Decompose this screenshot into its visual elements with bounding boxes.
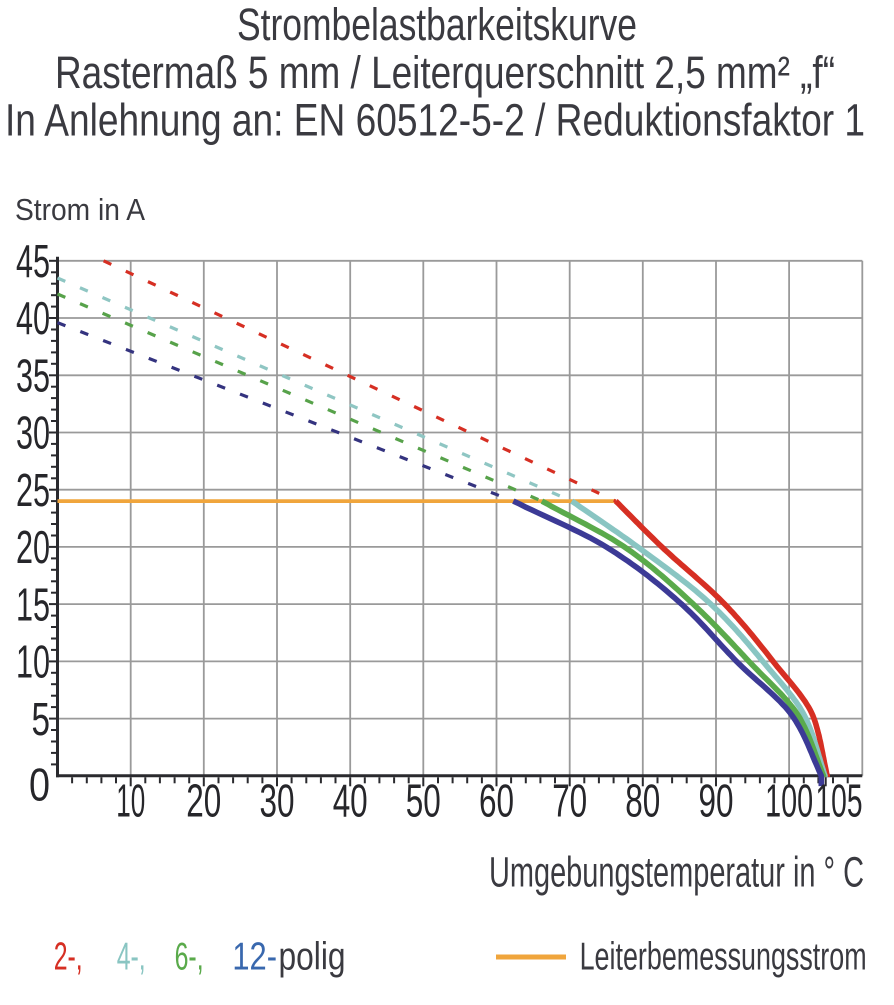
svg-text:20: 20 [16,521,50,573]
svg-text:60: 60 [479,775,514,827]
svg-text:10: 10 [16,636,50,688]
svg-text:Umgebungstemperatur in ° C: Umgebungstemperatur in ° C [489,849,864,897]
svg-text:45: 45 [16,235,50,287]
svg-text:35: 35 [16,350,50,402]
svg-text:4-,: 4-, [117,936,146,979]
svg-text:70: 70 [552,775,587,827]
svg-text:100: 100 [765,775,813,827]
svg-text:2-,: 2-, [54,936,83,979]
svg-text:10: 10 [116,775,145,827]
svg-text:105: 105 [816,775,863,827]
svg-text:polig: polig [279,936,346,979]
svg-text:12-: 12- [232,936,277,979]
svg-text:80: 80 [625,775,660,827]
svg-text:15: 15 [16,578,50,630]
svg-text:40: 40 [333,775,368,827]
svg-text:40: 40 [16,292,50,344]
svg-text:20: 20 [186,775,221,827]
svg-text:Strombelastbarkeitskurve: Strombelastbarkeitskurve [237,0,637,50]
svg-text:Rastermaß 5 mm / Leiterquersch: Rastermaß 5 mm / Leiterquerschnitt 2,5 m… [55,47,835,98]
svg-text:In Anlehnung an: EN 60512-5-2: In Anlehnung an: EN 60512-5-2 / Reduktio… [5,95,865,146]
svg-text:30: 30 [16,407,50,459]
svg-text:30: 30 [260,775,295,827]
svg-text:50: 50 [406,775,441,827]
svg-text:Leiterbemessungsstrom: Leiterbemessungsstrom [580,936,867,979]
svg-text:90: 90 [699,775,734,827]
svg-text:Strom in A: Strom in A [15,192,145,227]
svg-text:5: 5 [32,693,51,745]
svg-text:6-,: 6-, [175,936,204,979]
svg-text:0: 0 [29,758,50,810]
svg-text:25: 25 [16,464,50,516]
